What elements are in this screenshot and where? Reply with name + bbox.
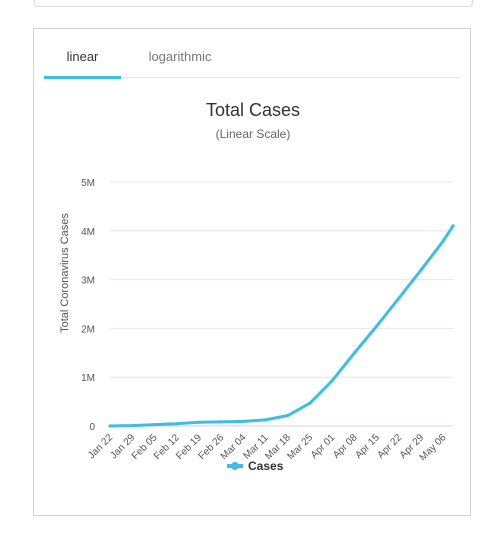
y-tick-label: 0 xyxy=(89,422,95,433)
series-layer xyxy=(108,224,455,428)
y-tick-label: 3M xyxy=(81,276,95,287)
data-point[interactable] xyxy=(308,401,312,405)
tab-logarithmic-label: logarithmic xyxy=(148,49,212,64)
data-point[interactable] xyxy=(330,379,334,383)
tab-linear-label: linear xyxy=(66,49,99,64)
scale-tabs: linear logarithmic xyxy=(44,29,461,79)
data-point[interactable] xyxy=(451,224,455,228)
chart-card: linear logarithmic Total Cases (Linear S… xyxy=(33,28,471,516)
y-tick-label: 1M xyxy=(81,373,95,384)
previous-card-edge xyxy=(34,0,473,7)
data-point[interactable] xyxy=(152,423,157,427)
tab-linear[interactable]: linear xyxy=(44,29,121,79)
y-tick-label: 2M xyxy=(81,324,95,335)
cases-line-chart: Total Cases (Linear Scale) Total Coronav… xyxy=(59,100,455,473)
chart-title: Total Cases xyxy=(206,100,300,120)
x-tick-label: Mar 25 xyxy=(285,432,315,462)
y-tick-label: 5M xyxy=(81,178,95,189)
legend-label-cases: Cases xyxy=(248,459,284,473)
data-point[interactable] xyxy=(352,351,357,355)
data-point[interactable] xyxy=(219,420,223,424)
y-tick-labels: 0 1M 2M 3M 4M 5M xyxy=(81,178,95,433)
data-point[interactable] xyxy=(130,424,134,428)
data-point[interactable] xyxy=(397,296,401,300)
data-point[interactable] xyxy=(241,419,245,423)
data-point[interactable] xyxy=(264,418,268,422)
chart-subtitle: (Linear Scale) xyxy=(216,127,291,141)
y-tick-label: 4M xyxy=(81,227,95,238)
data-point[interactable] xyxy=(441,239,446,243)
legend-marker xyxy=(231,462,239,470)
data-point[interactable] xyxy=(419,268,423,272)
data-point[interactable] xyxy=(375,324,379,328)
tab-logarithmic[interactable]: logarithmic xyxy=(140,29,220,77)
legend[interactable]: Cases xyxy=(227,459,284,473)
data-point[interactable] xyxy=(175,422,179,426)
active-tab-indicator xyxy=(44,76,121,79)
data-point[interactable] xyxy=(286,413,290,418)
series-line-cases[interactable] xyxy=(108,224,455,428)
data-point[interactable] xyxy=(108,424,112,428)
y-axis-label: Total Coronavirus Cases xyxy=(59,213,71,333)
data-point[interactable] xyxy=(197,420,201,424)
grid-lines xyxy=(110,181,453,427)
